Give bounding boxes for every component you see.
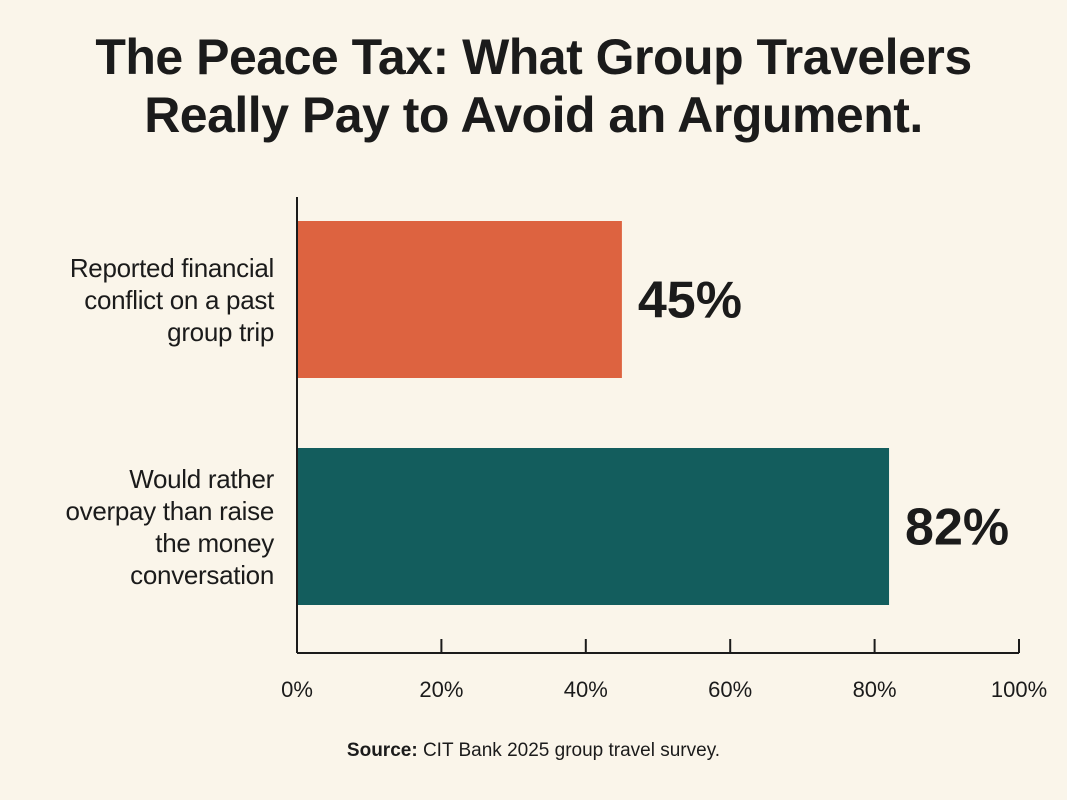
category-label-line: overpay than raise bbox=[65, 495, 274, 526]
x-tick-label-80: 80% bbox=[853, 677, 897, 702]
chart-title-line-2: Really Pay to Avoid an Argument. bbox=[144, 87, 923, 143]
source-text: CIT Bank 2025 group travel survey. bbox=[422, 740, 721, 761]
x-tick-label-60: 60% bbox=[708, 677, 752, 702]
category-label-financial-conflict: Reported financial conflict on a past gr… bbox=[20, 252, 274, 348]
x-tick-label-20: 20% bbox=[419, 677, 463, 702]
chart-title: The Peace Tax: What Group Travelers Real… bbox=[0, 28, 1067, 144]
category-label-line: conflict on a past bbox=[84, 284, 274, 315]
category-label-line: conversation bbox=[130, 559, 274, 590]
category-label-overpay: Would rather overpay than raise the mone… bbox=[20, 463, 274, 591]
category-label-line: Reported financial bbox=[69, 252, 274, 283]
category-label-line: group trip bbox=[167, 316, 274, 347]
category-label-line: Would rather bbox=[129, 463, 274, 494]
x-tick-label-40: 40% bbox=[564, 677, 608, 702]
source-label: Source: bbox=[346, 740, 418, 761]
bar-value-label-0: 45% bbox=[638, 272, 742, 330]
chart-title-line-1: The Peace Tax: What Group Travelers bbox=[95, 29, 972, 85]
category-label-line: the money bbox=[155, 527, 274, 558]
x-tick-label-100: 100% bbox=[991, 677, 1047, 702]
bar-1 bbox=[297, 448, 890, 605]
bar-0 bbox=[297, 221, 622, 378]
x-tick-label-0: 0% bbox=[281, 677, 313, 702]
bar-value-label-1: 82% bbox=[905, 499, 1009, 557]
source-note: Source: CIT Bank 2025 group travel surve… bbox=[0, 740, 1067, 762]
axis-layer: 0% 20% 40% 60% 80% 100% bbox=[281, 197, 1047, 702]
bars-layer: 45% 82% bbox=[297, 221, 1009, 605]
